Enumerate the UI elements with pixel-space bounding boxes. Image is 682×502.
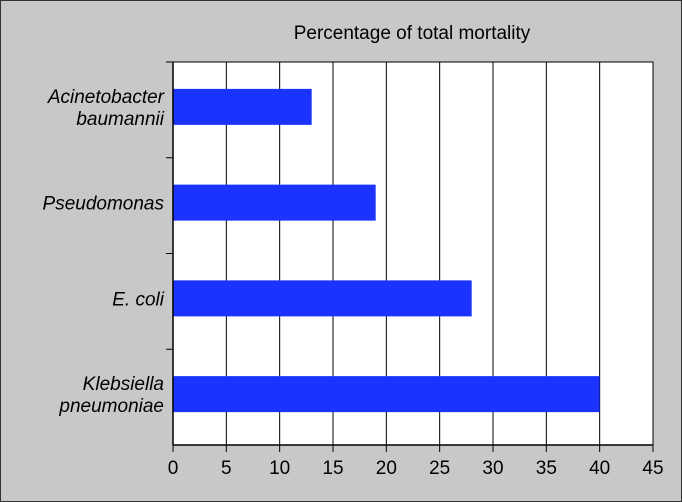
x-tick-label: 20	[376, 458, 397, 479]
axes	[166, 61, 654, 452]
x-tick-label: 5	[221, 458, 232, 479]
category-label: Acinetobacter	[47, 87, 165, 108]
category-label: Pseudomonas	[43, 194, 165, 215]
x-tick-label: 0	[168, 458, 179, 479]
bar	[173, 280, 472, 317]
x-tick-labels: 0 5 10 15 20 25 30 35 40 45	[168, 458, 664, 479]
bars	[173, 88, 600, 413]
bar	[173, 184, 376, 221]
category-label: baumannii	[76, 109, 164, 130]
category-label: Klebsiella	[83, 374, 164, 395]
bar	[173, 376, 600, 413]
x-tick-label: 15	[322, 458, 343, 479]
x-tick-label: 25	[429, 458, 450, 479]
category-label: E. coli	[112, 289, 165, 310]
x-tick-label: 10	[269, 458, 290, 479]
bar	[173, 88, 312, 125]
x-tick-label: 30	[482, 458, 503, 479]
x-tick-label: 45	[642, 458, 663, 479]
x-tick-label: 35	[536, 458, 557, 479]
x-tick-label: 40	[589, 458, 610, 479]
category-label: pneumoniae	[58, 396, 164, 417]
chart-title: Percentage of total mortality	[294, 23, 531, 44]
